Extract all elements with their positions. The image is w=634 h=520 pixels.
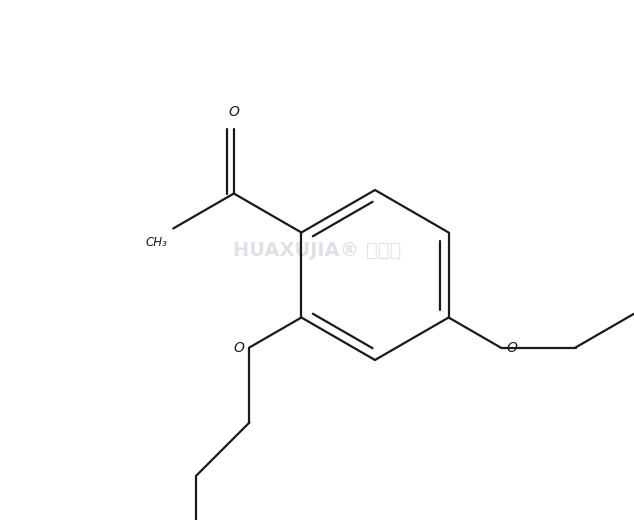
Text: O: O [233, 341, 245, 355]
Text: O: O [507, 341, 517, 355]
Text: O: O [228, 105, 239, 119]
Text: HUAXUJIA® 化学加: HUAXUJIA® 化学加 [233, 240, 401, 259]
Text: CH₃: CH₃ [145, 236, 167, 249]
